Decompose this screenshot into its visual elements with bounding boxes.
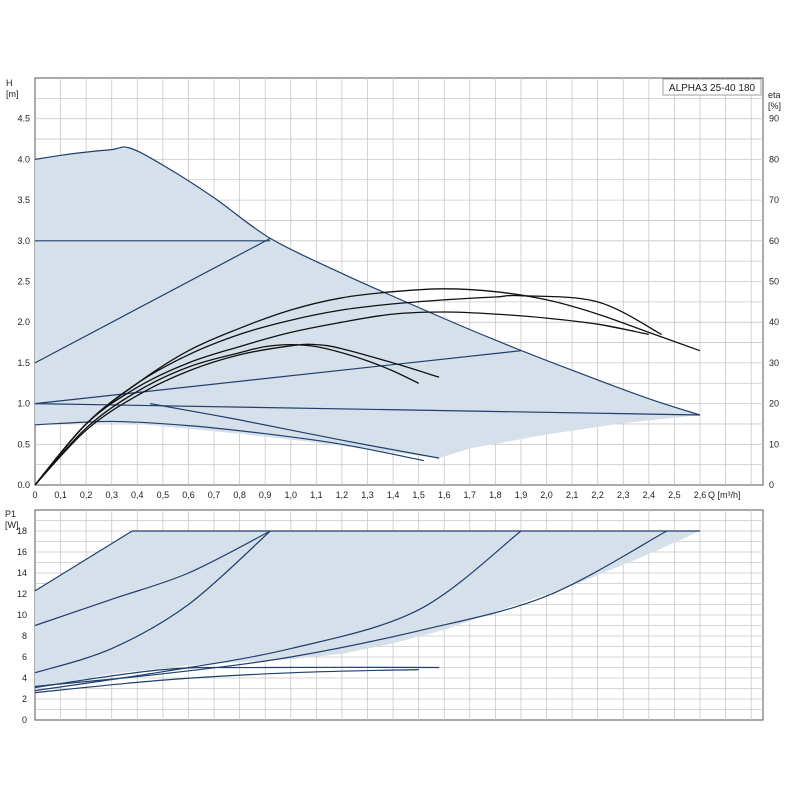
power-curve-1 [34,530,271,627]
efficiency-curve-9 [34,311,649,486]
x-tick-label: 0,8 [233,490,246,500]
y-tick-label: 1.5 [17,358,30,368]
y-tick-label: 0.5 [17,439,30,449]
y2-tick-label: 0 [769,480,774,490]
y-tick-label: 4.0 [17,154,30,164]
y-tick-label: 3.0 [17,236,30,246]
y-tick-label: 0.0 [17,480,30,490]
y2-tick-label: 90 [769,114,779,124]
x-tick-label: 0,2 [80,490,93,500]
y2-tick-label: 80 [769,154,779,164]
y-tick-label: 16 [17,547,27,557]
head-curve-6 [149,403,440,459]
x-tick-label: 1,7 [464,490,477,500]
y2-tick-label: 60 [769,236,779,246]
head-curve-3 [34,403,701,416]
y-tick-label: 10 [17,610,27,620]
x-tick-label: 1,6 [438,490,451,500]
y-tick-label: 4 [22,673,27,683]
head-curve-4 [34,350,522,405]
x-tick-label: 1,9 [515,490,528,500]
legend-box [662,78,762,96]
x-tick-label: 0,5 [157,490,170,500]
x-tick-label: 2,2 [591,490,604,500]
x-tick-label: 0,6 [182,490,195,500]
x-tick-label: 1,5 [412,490,425,500]
x-tick-label: 0,3 [105,490,118,500]
x-tick-label: 2,4 [643,490,656,500]
y-tick-label: 3.5 [17,195,30,205]
power-curve-6 [34,666,440,689]
y2-tick-label: 30 [769,358,779,368]
power-curve-5 [34,669,419,694]
x-tick-label: 2,3 [617,490,630,500]
y2-axis-title: eta [%] [768,90,781,111]
y2-tick-label: 10 [769,439,779,449]
y-axis-title: H [m] [6,78,19,99]
legend-label: ALPHA3 25-40 180 [669,83,756,94]
x-tick-label: 0,4 [131,490,144,500]
y-tick-label: 6 [22,652,27,662]
y-tick-label: 2 [22,694,27,704]
y-tick-label: 2.0 [17,317,30,327]
y-tick-label: 18 [17,526,27,536]
efficiency-curve-8 [34,294,662,486]
head-curve-2 [34,237,271,364]
y-tick-label: 12 [17,589,27,599]
power-curve-4 [34,530,668,687]
y2-tick-label: 70 [769,195,779,205]
y-axis-title: P1 [W] [5,509,19,530]
x-tick-label: 1,3 [361,490,374,500]
operating-region [35,531,700,688]
head-plot: 0.0 0.5 1.0 1.5 2.0 2.5 3.0 3.5 4.0 4.5 0 10 20 30 40 5… [6,77,781,500]
x-tick-label: 2,5 [668,490,681,500]
y2-tick-label: 40 [769,317,779,327]
x-axis-title: Q [m³/h] [708,490,741,500]
power-curve-2 [34,530,271,674]
efficiency-curve-11 [34,343,440,486]
y-tick-label: 1.0 [17,399,30,409]
head-curve-5 [34,420,424,462]
x-tick-label: 1,8 [489,490,502,500]
x-tick-label: 1,2 [336,490,349,500]
x-tick-label: 2,6 [694,490,707,500]
x-tick-label: 1,0 [285,490,298,500]
x-tick-label: 0,1 [54,490,67,500]
x-tick-label: 0,9 [259,490,272,500]
y-tick-label: 4.5 [17,114,30,124]
y-tick-label: 14 [17,568,27,578]
y-tick-label: 0 [22,715,27,725]
y-tick-label: 8 [22,631,27,641]
x-tick-label: 2,1 [566,490,579,500]
y-tick-label: 2.5 [17,277,30,287]
y2-tick-label: 20 [769,399,779,409]
efficiency-curve-10 [34,343,419,486]
x-tick-label: 0 [32,490,37,500]
power-curve-0 [34,530,700,592]
x-tick-label: 1,4 [387,490,400,500]
y2-tick-label: 50 [769,277,779,287]
x-tick-label: 1,1 [310,490,323,500]
operating-region [35,148,700,459]
x-tick-label: 0,7 [208,490,221,500]
x-tick-label: 2,0 [540,490,553,500]
